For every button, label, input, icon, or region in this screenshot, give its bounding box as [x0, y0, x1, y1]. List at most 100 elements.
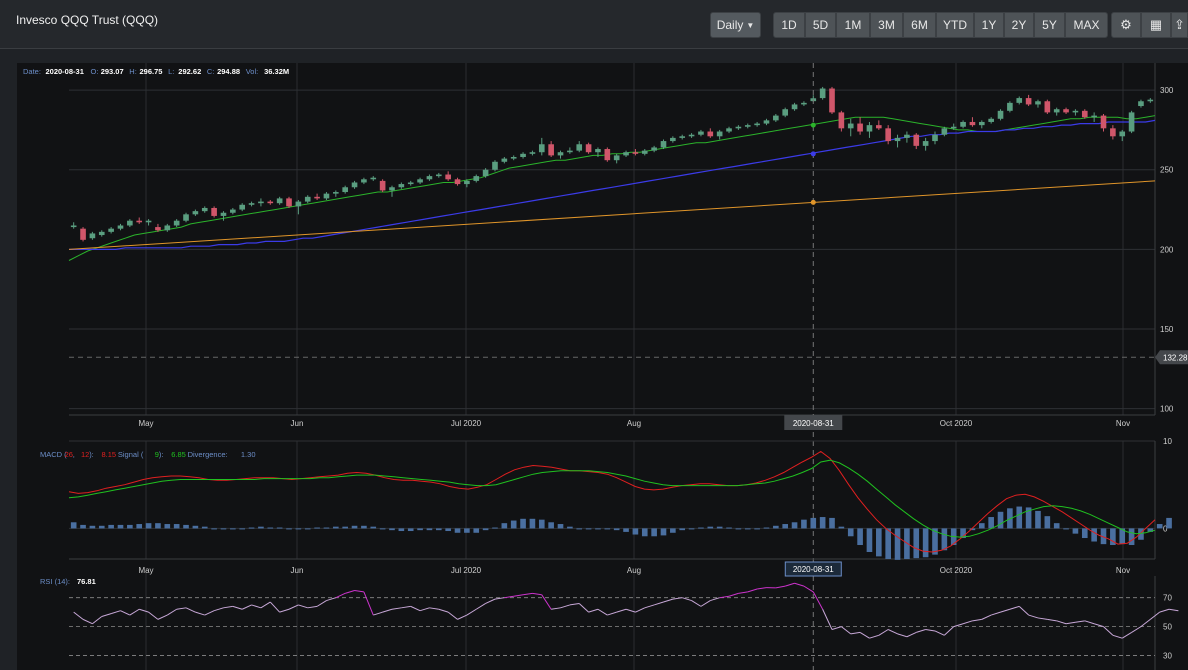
range-button-5d[interactable]: 5D — [805, 12, 836, 38]
candle-body — [211, 207, 217, 216]
rsi-line-segment — [728, 592, 739, 597]
candle-body — [782, 109, 789, 116]
candle-body — [220, 212, 227, 216]
range-button-1y[interactable]: 1Y — [974, 12, 1004, 38]
candle-body — [838, 112, 845, 129]
candle-body — [969, 121, 976, 126]
rsi-line-segment — [962, 620, 973, 625]
macd-hist-bar — [1110, 528, 1116, 546]
macd-x-tick-label: Oct 2020 — [940, 566, 973, 575]
rsi-line-segment — [447, 611, 458, 620]
candle-body — [314, 196, 320, 199]
macd-hist-bar — [632, 528, 639, 535]
macd-hist-bar — [445, 528, 451, 532]
macd-hist-bar — [997, 511, 1004, 529]
ohlc-legend-part: L: — [168, 67, 174, 76]
candle-body — [735, 126, 742, 129]
candle-body — [239, 204, 246, 210]
range-button-6m[interactable]: 6M — [903, 12, 936, 38]
macd-hist-bar — [145, 523, 152, 529]
rsi-line-segment — [719, 595, 730, 599]
range-button-max[interactable]: MAX — [1065, 12, 1108, 38]
macd-hist-bar — [1091, 528, 1097, 542]
rsi-line-segment — [532, 592, 542, 596]
rsi-line-segment — [738, 591, 748, 594]
calculator-icon[interactable]: ▦ — [1141, 12, 1171, 38]
macd-hist-bar — [744, 528, 751, 530]
macd-hist-bar — [70, 522, 77, 529]
candle-body — [1091, 115, 1097, 118]
rsi-line-segment — [700, 600, 711, 607]
rsi-line-segment — [831, 626, 842, 630]
candle-body — [70, 225, 77, 228]
export-icon[interactable]: ⇪ — [1171, 12, 1188, 38]
x-tick-label: Jul 2020 — [451, 419, 482, 428]
macd-hist-bar — [295, 528, 302, 530]
macd-hist-bar — [361, 525, 367, 529]
range-button-2y[interactable]: 2Y — [1004, 12, 1034, 38]
candle-body — [248, 203, 255, 205]
rsi-line-segment — [616, 608, 627, 613]
rsi-line-segment — [878, 629, 889, 636]
macd-hist-bar — [1063, 528, 1069, 530]
rsi-legend-name: RSI (14): — [40, 577, 70, 586]
range-button-1d[interactable]: 1D — [773, 12, 805, 38]
interval-dropdown[interactable]: Daily ▼ — [710, 12, 761, 38]
rsi-line-segment — [1065, 621, 1076, 625]
candle-body — [932, 134, 938, 142]
range-button-3m[interactable]: 3M — [870, 12, 903, 38]
macd-legend-part: ): — [159, 450, 164, 459]
macd-hist-bar — [464, 528, 470, 533]
candle-body — [529, 152, 536, 154]
macd-hist-bar — [529, 518, 536, 529]
macd-hist-bar — [688, 528, 695, 530]
indicators-icon[interactable]: ⚙ — [1111, 12, 1141, 38]
candle-body — [351, 182, 358, 188]
candle-body — [267, 201, 274, 204]
rsi-y-tick-label: 30 — [1163, 652, 1172, 661]
y-tick-label: 300 — [1160, 86, 1174, 95]
candle-body — [1025, 98, 1032, 105]
rsi-line-segment — [391, 607, 402, 610]
range-button-5y[interactable]: 5Y — [1034, 12, 1065, 38]
rsi-y-tick-label: 50 — [1163, 623, 1172, 632]
x-tick-label: Jun — [291, 419, 304, 428]
macd-hist-bar — [417, 528, 423, 531]
rsi-line-segment — [204, 610, 215, 616]
rsi-line-segment — [794, 582, 805, 587]
rsi-line-segment — [1028, 614, 1039, 619]
macd-hist-bar — [932, 528, 938, 555]
macd-hist-bar — [248, 527, 255, 529]
macd-hist-bar — [698, 527, 704, 529]
chart-area: 100 150 200 250 300 132.28 May Jun Jul 2020 Aug Oc… — [17, 63, 1188, 670]
macd-hist-bar — [660, 528, 667, 536]
rsi-line-segment — [494, 597, 505, 600]
candle-body — [744, 125, 751, 127]
candle-body — [1147, 99, 1154, 102]
candle-body — [819, 88, 826, 99]
rsi-line-segment — [775, 585, 786, 589]
range-button-ytd[interactable]: YTD — [936, 12, 974, 38]
ohlc-legend-part: O: — [91, 67, 99, 76]
range-button-1m[interactable]: 1M — [836, 12, 870, 38]
rsi-line-segment — [345, 589, 355, 594]
macd-hist-bar — [407, 528, 414, 532]
macd-hist-bar — [389, 528, 395, 531]
macd-hist-bar — [370, 526, 377, 529]
macd-hist-bar — [791, 522, 798, 529]
candle-body — [304, 196, 311, 202]
rsi-line-segment — [897, 633, 908, 638]
rsi-line-segment — [850, 631, 861, 635]
rsi-line-segment — [223, 605, 233, 609]
candle-body — [997, 110, 1004, 119]
macd-hist-bar — [885, 528, 891, 559]
rsi-line-segment — [1131, 626, 1142, 633]
candle-body — [585, 144, 592, 153]
macd-hist-bar — [548, 522, 554, 529]
macd-hist-bar — [716, 526, 723, 529]
macd-hist-bar — [164, 524, 171, 529]
candle-body — [801, 102, 807, 105]
rsi-line-segment — [916, 629, 926, 633]
rsi-line-segment — [110, 610, 121, 615]
rsi-line-segment — [1140, 618, 1151, 628]
